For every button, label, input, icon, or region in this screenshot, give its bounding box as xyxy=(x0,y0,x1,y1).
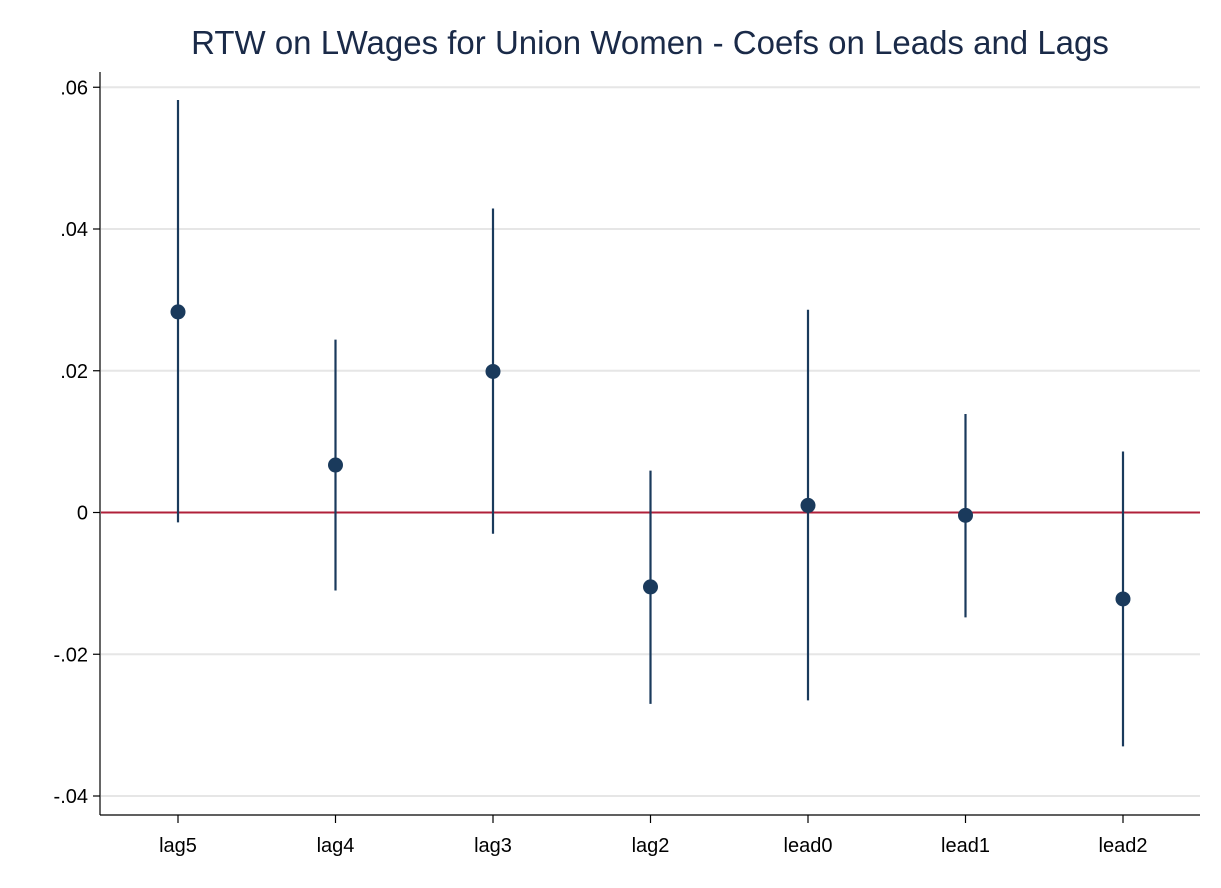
x-tick-label: lead0 xyxy=(784,835,833,857)
coefficient-point xyxy=(170,304,186,320)
x-tick-label: lead1 xyxy=(941,835,990,857)
y-tick-label: .06 xyxy=(60,77,88,99)
x-tick-label: lag4 xyxy=(317,835,355,857)
y-tick-label: .04 xyxy=(60,219,88,241)
coefficient-point xyxy=(1115,591,1131,607)
x-tick-label: lag3 xyxy=(474,835,512,857)
y-tick-label: .02 xyxy=(60,361,88,383)
coefficient-point xyxy=(485,363,501,379)
y-tick-layer: -.04 -.02 0 .02 .04 .06 xyxy=(54,77,100,808)
coefficient-point xyxy=(328,457,343,473)
coefficient-point xyxy=(643,579,658,595)
y-tick-label: -.02 xyxy=(54,644,88,666)
chart-title: RTW on LWages for Union Women - Coefs on… xyxy=(191,24,1109,61)
x-tick-label: lag5 xyxy=(159,835,197,857)
x-tick-label: lead2 xyxy=(1099,835,1148,857)
x-tick-layer: lag5 lag4 lag3 lag2 lead0 lead1 lead2 xyxy=(159,815,1147,857)
y-tick-label: -.04 xyxy=(54,786,88,808)
y-tick-label: 0 xyxy=(77,503,88,525)
coefficient-point xyxy=(800,497,816,513)
marks-layer xyxy=(170,100,1131,747)
coefficient-point xyxy=(958,507,973,523)
x-tick-label: lag2 xyxy=(632,835,670,857)
